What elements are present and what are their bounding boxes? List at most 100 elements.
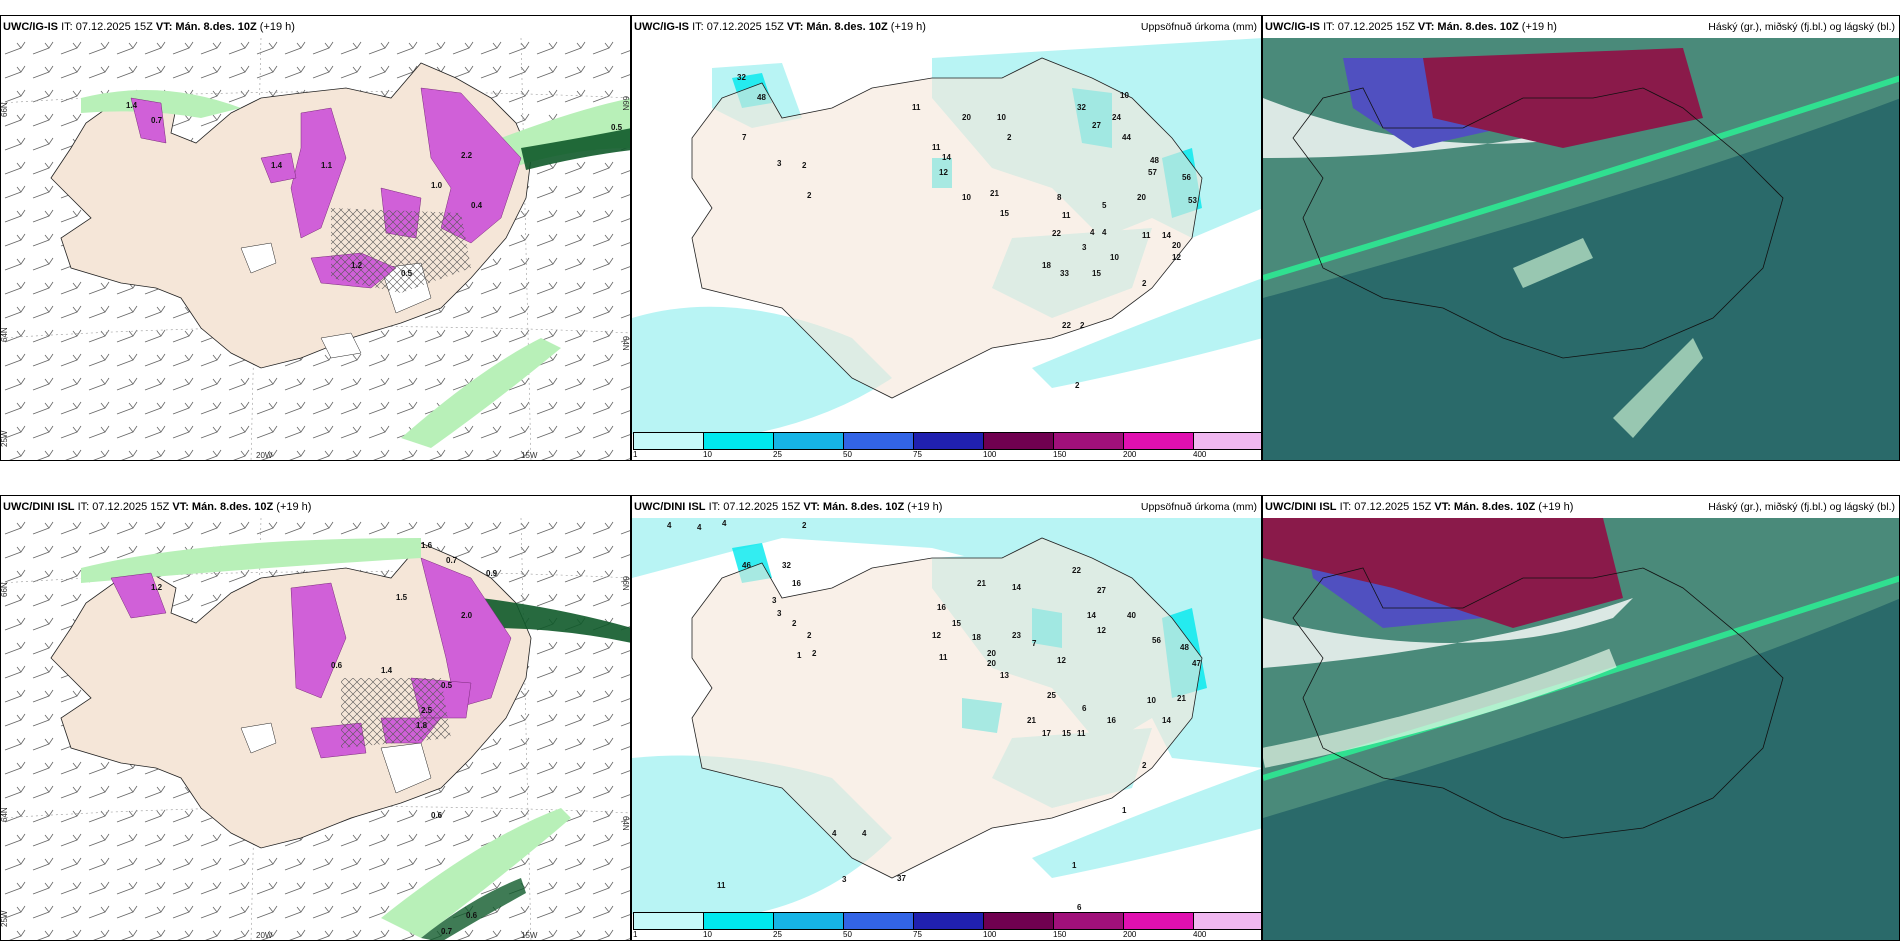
svg-text:1.1: 1.1 [321,161,333,170]
svg-text:3: 3 [772,596,777,605]
svg-text:37: 37 [897,874,906,883]
cloud-edge [1263,75,1899,281]
svg-text:12: 12 [1172,253,1181,262]
svg-text:10: 10 [962,193,971,202]
lat-label: 66N [621,96,630,111]
snow-value-labels: 1.6 0.7 0.9 1.2 1.5 2.0 0.6 1.4 0.5 2.5 … [151,541,498,936]
svg-text:0.7: 0.7 [151,116,163,125]
svg-text:2: 2 [807,191,812,200]
legend-swatch [1194,913,1261,929]
svg-text:15: 15 [1062,729,1071,738]
svg-text:24: 24 [1112,113,1121,122]
svg-text:32: 32 [1077,103,1086,112]
legend-swatch [1124,433,1194,449]
svg-text:15: 15 [1092,269,1101,278]
svg-text:2: 2 [802,161,807,170]
field-name: Háský (gr.), miðský (fj.bl.) og lágský (… [1708,501,1895,513]
field-name: Háský (gr.), miðský (fj.bl.) og lágský (… [1708,21,1895,33]
svg-text:0.5: 0.5 [401,269,413,278]
lead-time: (+19 h) [1521,21,1557,33]
model-name: UWC/IG-IS [3,21,58,33]
svg-text:0.5: 0.5 [441,681,453,690]
svg-text:20: 20 [1172,241,1181,250]
svg-text:15: 15 [1000,209,1009,218]
svg-text:40: 40 [1127,611,1136,620]
precip-value-labels: 32 48 7 3 2 2 11 20 10 2 11 14 12 10 21 … [737,73,1197,390]
svg-text:20: 20 [962,113,971,122]
svg-text:1.5: 1.5 [396,593,408,602]
svg-text:44: 44 [1122,133,1131,142]
svg-text:20: 20 [987,649,996,658]
lon-label: 20W [256,931,273,940]
svg-text:0.6: 0.6 [331,661,343,670]
svg-text:2: 2 [1080,321,1085,330]
heavy-rain [481,598,630,643]
legend-swatch [704,433,774,449]
high-cloud [1263,518,1623,628]
svg-text:10: 10 [1110,253,1119,262]
svg-text:1.2: 1.2 [351,261,363,270]
panel-title: UWC/DINI ISL IT: 07.12.2025 15Z VT: Mán.… [632,496,1261,518]
svg-text:4: 4 [722,519,727,528]
legend-swatch [844,913,914,929]
svg-text:1.4: 1.4 [271,161,283,170]
svg-text:0.6: 0.6 [431,811,443,820]
svg-text:53: 53 [1188,196,1197,205]
legend-swatch [984,913,1054,929]
svg-text:2: 2 [807,631,812,640]
svg-text:11: 11 [939,653,948,662]
svg-text:1.4: 1.4 [381,666,393,675]
svg-text:1: 1 [1122,806,1127,815]
valid-time: VT: Mán. 8.des. 10Z [1434,501,1536,513]
panel-title: UWC/DINI ISL IT: 07.12.2025 15Z VT: Mán.… [1263,496,1899,518]
svg-text:2: 2 [812,649,817,658]
init-time: IT: 07.12.2025 15Z [61,21,153,33]
svg-text:11: 11 [1142,231,1151,240]
svg-text:8: 8 [1057,193,1062,202]
panel-title: UWC/DINI ISL IT: 07.12.2025 15Z VT: Mán.… [1,496,630,518]
svg-text:1: 1 [797,651,802,660]
legend-swatch [634,913,704,929]
svg-text:1: 1 [1072,861,1077,870]
precip-legend [633,432,1261,450]
init-time: IT: 07.12.2025 15Z [77,501,170,513]
init-time: IT: 07.12.2025 15Z [692,21,784,33]
legend-swatch [634,433,704,449]
svg-text:1.8: 1.8 [416,721,428,730]
svg-text:17: 17 [1042,729,1051,738]
svg-text:48: 48 [1180,643,1189,652]
panel-title: UWC/IG-IS IT: 07.12.2025 15Z VT: Mán. 8.… [1263,16,1899,38]
svg-text:0.6: 0.6 [466,911,478,920]
svg-text:47: 47 [1192,659,1201,668]
legend-swatch [1054,913,1124,929]
panel-bottom-right: UWC/DINI ISL IT: 07.12.2025 15Z VT: Mán.… [1262,495,1900,941]
svg-text:2: 2 [1142,279,1147,288]
svg-text:1.6: 1.6 [421,541,433,550]
lat-label: 64N [621,336,630,351]
rain-shading [81,538,571,938]
svg-text:4: 4 [862,829,867,838]
legend-swatch [704,913,774,929]
iceland-landmass [691,57,1203,399]
model-name: UWC/DINI ISL [1265,501,1337,513]
init-time: IT: 07.12.2025 15Z [1339,501,1432,513]
legend-swatch [914,913,984,929]
legend-swatch [984,433,1054,449]
svg-text:33: 33 [1060,269,1069,278]
svg-text:14: 14 [942,153,951,162]
svg-text:46: 46 [742,561,751,570]
lon-label: 20W [256,451,273,460]
svg-text:2.5: 2.5 [421,706,433,715]
valid-time: VT: Mán. 8.des. 10Z [786,21,888,33]
svg-text:4: 4 [1090,228,1095,237]
heavy-rain [521,128,630,170]
svg-text:18: 18 [972,633,981,642]
svg-text:7: 7 [1032,639,1037,648]
svg-text:3: 3 [777,159,782,168]
svg-text:23: 23 [1012,631,1021,640]
svg-text:32: 32 [782,561,791,570]
legend-swatch [774,913,844,929]
svg-text:21: 21 [977,579,986,588]
field-name: Uppsöfnuð úrkoma (mm) [1140,21,1257,33]
lat-label: 64N [621,816,630,831]
